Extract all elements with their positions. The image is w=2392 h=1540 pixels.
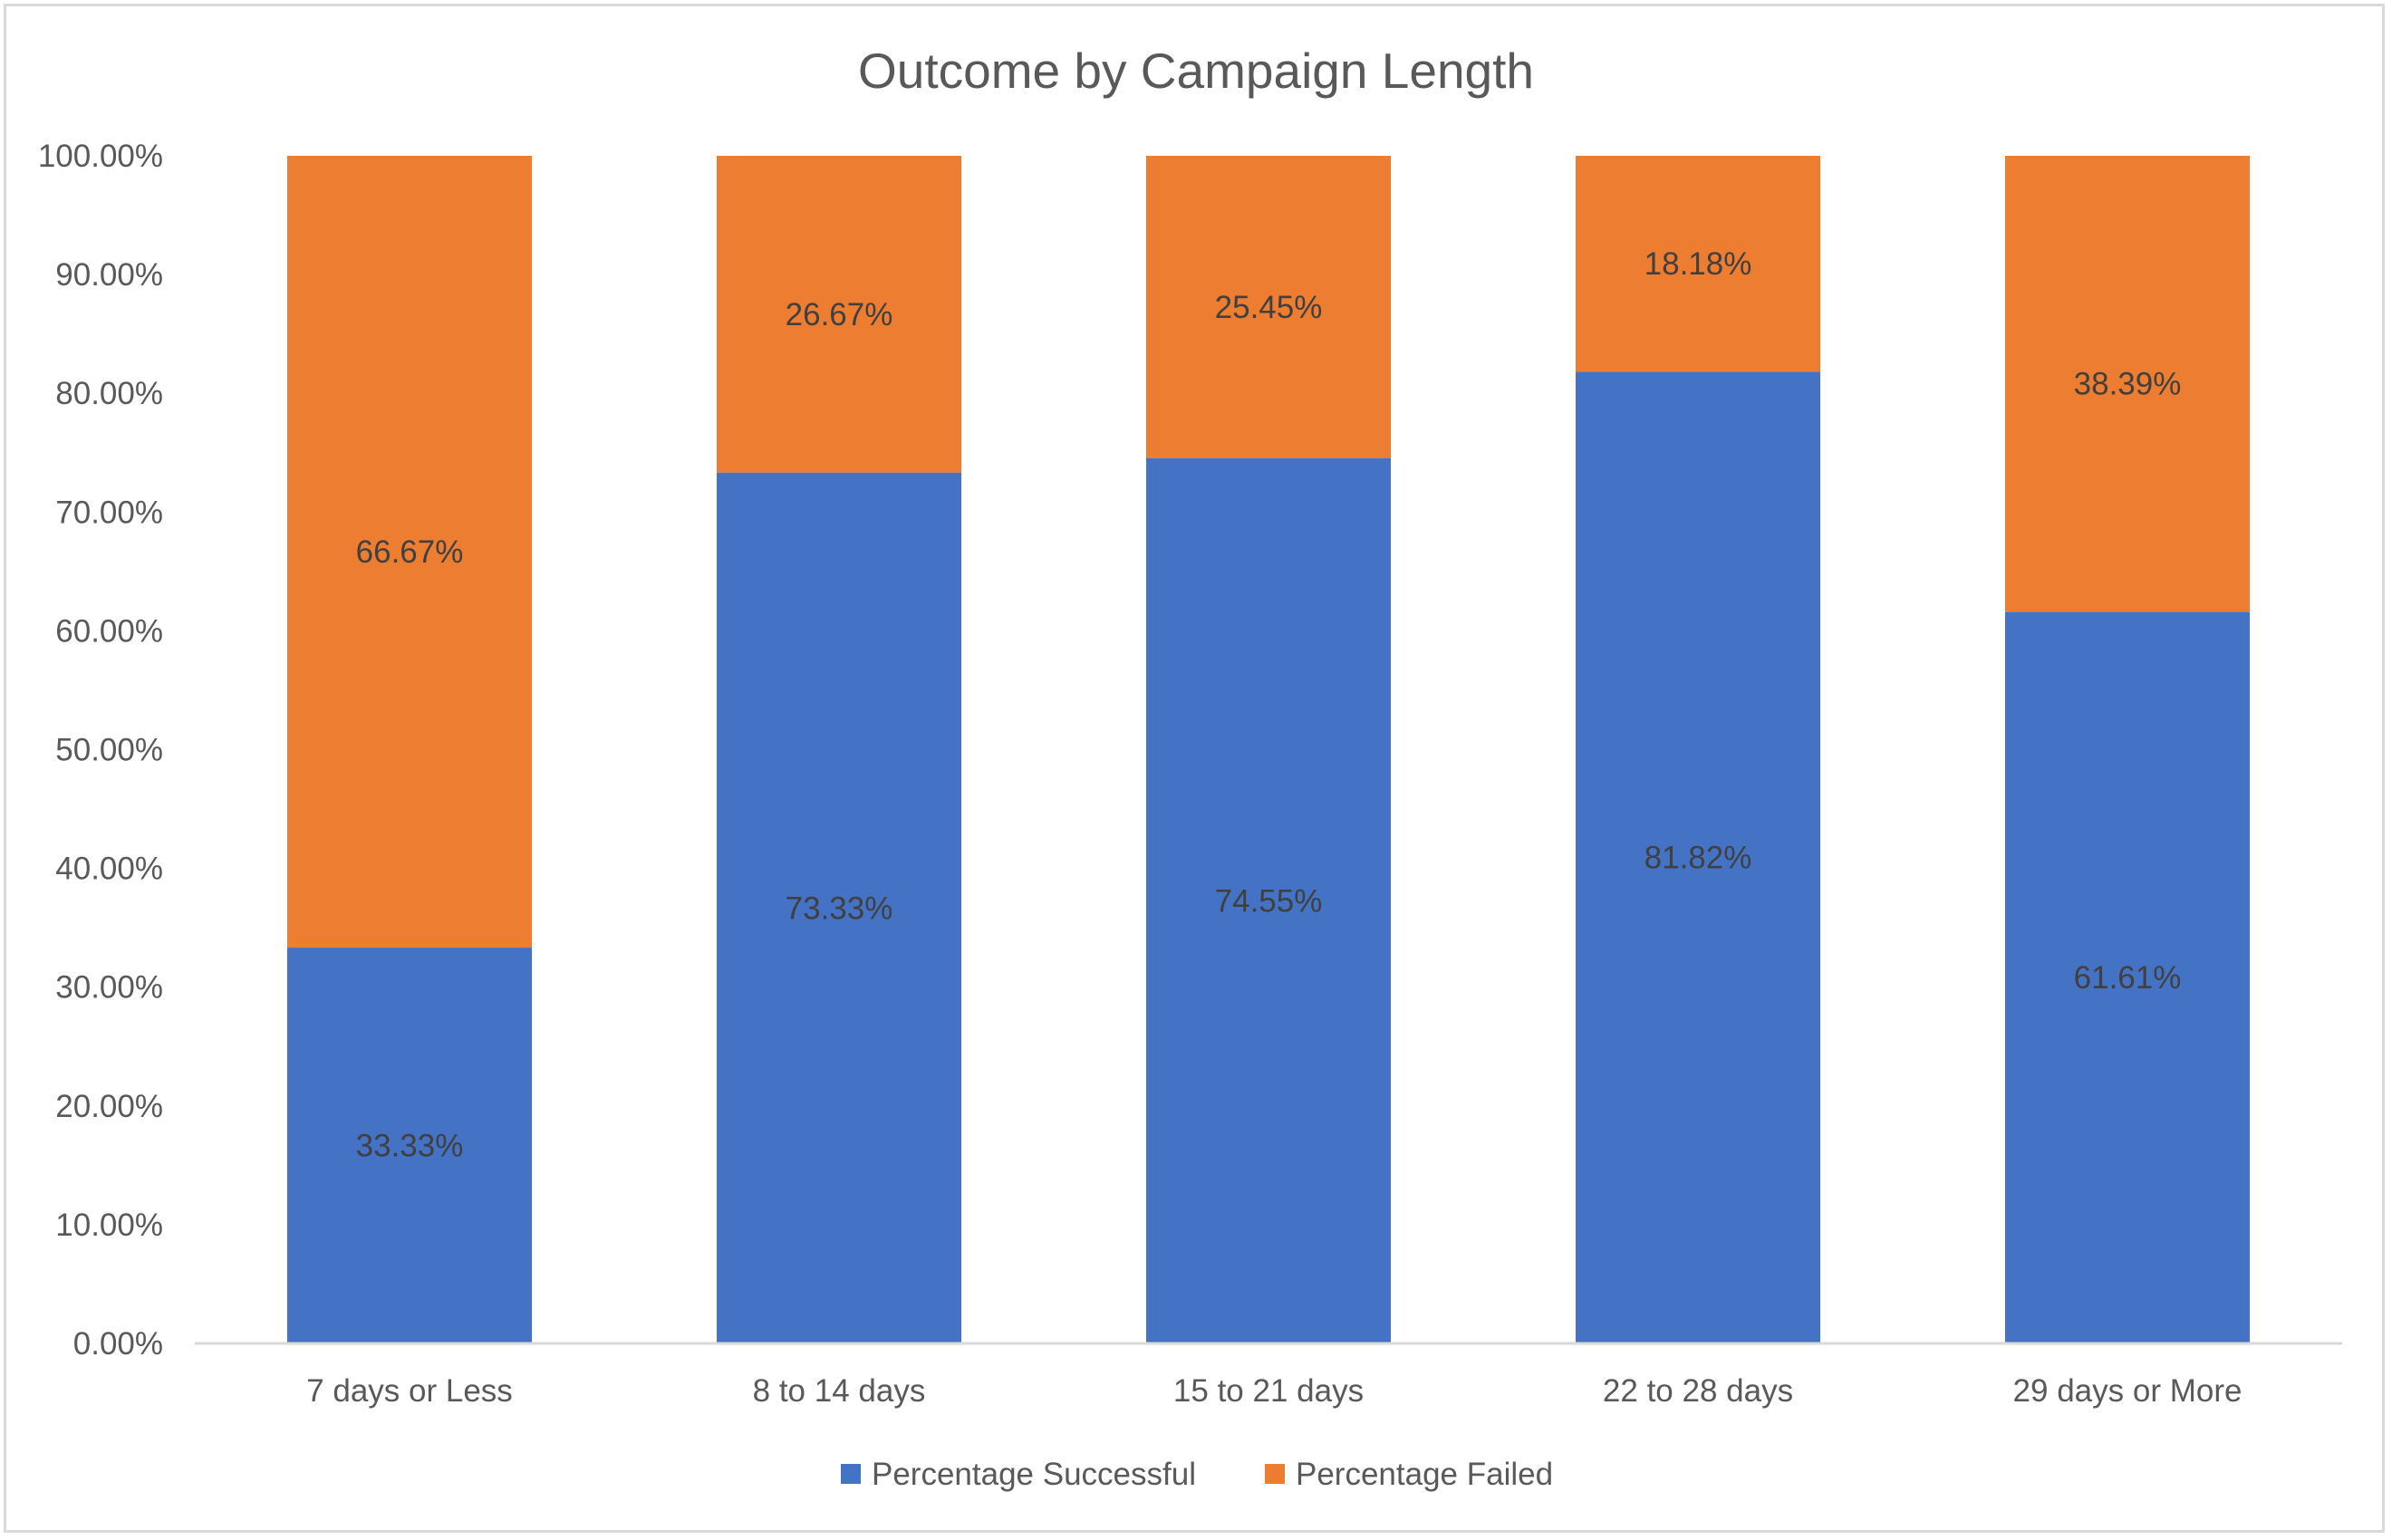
y-tick-label: 50.00%: [55, 733, 163, 768]
y-tick-label: 30.00%: [55, 970, 163, 1006]
bar-failed: [1576, 156, 1820, 372]
legend: Percentage Successful Percentage Failed: [841, 1457, 1553, 1492]
y-tick-label: 90.00%: [55, 257, 163, 293]
data-label: 25.45%: [1215, 290, 1323, 325]
y-tick-label: 40.00%: [55, 852, 163, 887]
y-tick-label: 10.00%: [55, 1208, 163, 1243]
bar-successful: [287, 948, 532, 1343]
bar-failed: [287, 156, 532, 948]
data-label: 66.67%: [356, 534, 464, 570]
x-category-label: 22 to 28 days: [1603, 1373, 1793, 1409]
bar-successful: [1146, 457, 1391, 1343]
data-label: 18.18%: [1644, 246, 1752, 282]
data-label: 74.55%: [1215, 883, 1323, 919]
bar-plot-area: 33.33% 66.67% 73.33% 26.67% 74.55% 25.45% 81.8…: [287, 156, 2250, 1343]
bar-successful: [717, 472, 961, 1343]
y-tick-label: 80.00%: [55, 376, 163, 411]
x-category-label: 7 days or Less: [306, 1373, 513, 1409]
bar-successful: [1576, 371, 1820, 1343]
x-axis: 7 days or Less 8 to 14 days 15 to 21 days 2…: [306, 1373, 2242, 1409]
y-tick-label: 0.00%: [73, 1326, 163, 1362]
data-label: 26.67%: [786, 297, 893, 332]
x-category-label: 8 to 14 days: [753, 1373, 926, 1409]
bar-failed: [1146, 156, 1391, 458]
chart-title: Outcome by Campaign Length: [858, 43, 1534, 99]
y-axis: 0.00% 10.00% 20.00% 30.00% 40.00% 50.00% 60.00…: [38, 139, 163, 1362]
bar-failed: [2005, 156, 2250, 612]
x-category-label: 15 to 21 days: [1173, 1373, 1364, 1409]
data-label: 33.33%: [356, 1129, 464, 1164]
x-category-label: 29 days or More: [2013, 1373, 2242, 1409]
y-tick-label: 60.00%: [55, 613, 163, 649]
data-label: 81.82%: [1644, 841, 1752, 876]
data-label: 38.39%: [2074, 367, 2182, 402]
data-label: 61.61%: [2074, 960, 2182, 996]
y-tick-label: 100.00%: [38, 139, 163, 174]
y-tick-label: 20.00%: [55, 1089, 163, 1124]
bar-failed: [717, 156, 961, 473]
y-tick-label: 70.00%: [55, 495, 163, 530]
legend-swatch: [1265, 1464, 1285, 1484]
legend-swatch: [841, 1464, 861, 1484]
legend-label: Percentage Successful: [872, 1457, 1196, 1492]
data-label: 73.33%: [786, 890, 893, 926]
legend-label: Percentage Failed: [1296, 1457, 1553, 1492]
bar-successful: [2005, 611, 2250, 1343]
